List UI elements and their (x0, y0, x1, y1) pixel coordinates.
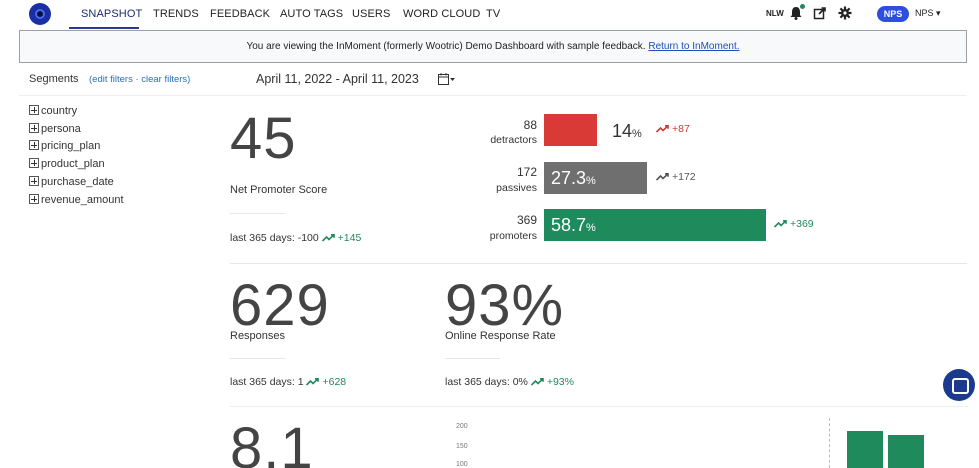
expand-icon (29, 158, 39, 168)
segment-pricing-plan[interactable]: pricing_plan (29, 140, 100, 152)
divider (230, 358, 285, 359)
responses-last365: last 365 days: 1 +628 (230, 376, 347, 388)
segment-country[interactable]: country (29, 105, 77, 117)
user-initials[interactable]: NLW (766, 9, 784, 18)
banner-text: You are viewing the InMoment (formerly W… (246, 41, 646, 52)
gear-icon[interactable] (838, 6, 852, 20)
tab-feedback[interactable]: FEEDBACK (210, 8, 271, 20)
chart-marker-line (829, 418, 830, 468)
segment-purchase-date[interactable]: purchase_date (29, 176, 114, 188)
segment-product-plan[interactable]: product_plan (29, 158, 105, 170)
tab-tv[interactable]: TV (486, 8, 501, 20)
tab-users[interactable]: USERS (352, 8, 391, 20)
share-icon[interactable] (813, 6, 827, 20)
divider (19, 95, 967, 96)
notification-dot (800, 4, 805, 9)
response-rate-label: Online Response Rate (445, 330, 556, 342)
segment-persona[interactable]: persona (29, 123, 81, 135)
trend-up-icon (530, 378, 544, 386)
metric-dropdown[interactable]: NPS ▾ (915, 8, 941, 18)
responses-label: Responses (230, 330, 286, 342)
bell-icon[interactable] (789, 5, 803, 21)
detractors-count: 88 (523, 118, 537, 132)
y-tick: 150 (456, 443, 468, 450)
response-rate-value: 93% (445, 273, 565, 338)
trend-up-icon (321, 234, 335, 242)
y-tick: 200 (456, 423, 468, 430)
detractors-delta: +87 (656, 123, 690, 135)
return-link[interactable]: Return to InMoment. (648, 41, 740, 52)
responses-value: 629 (230, 273, 330, 338)
promoters-label: promoters (489, 230, 537, 242)
tab-snapshot[interactable]: SNAPSHOT (81, 8, 143, 20)
divider (230, 406, 967, 407)
trend-up-icon (656, 125, 669, 133)
detractors-bar[interactable] (544, 114, 597, 146)
demo-banner: You are viewing the InMoment (formerly W… (19, 30, 967, 63)
nps-score: 45 (230, 106, 297, 171)
average-score: 8.1 (230, 416, 314, 468)
active-tab-indicator (69, 27, 139, 29)
divider (445, 358, 500, 359)
segments-title: Segments (29, 73, 79, 85)
nps-label: Net Promoter Score (230, 184, 328, 196)
tab-word-cloud[interactable]: WORD CLOUD (403, 8, 481, 20)
trend-up-icon (306, 378, 320, 386)
calendar-icon[interactable] (438, 73, 456, 85)
chart-bar[interactable] (847, 431, 883, 468)
nps-pill[interactable]: NPS (877, 6, 909, 22)
expand-icon (29, 194, 39, 204)
segment-revenue-amount[interactable]: revenue_amount (29, 194, 124, 206)
detractors-pct: 14% (612, 121, 642, 141)
tab-trends[interactable]: TRENDS (153, 8, 199, 20)
promoters-pct: 58.7% (551, 215, 596, 235)
tab-auto-tags[interactable]: AUTO TAGS (280, 8, 344, 20)
logo-icon[interactable] (29, 3, 51, 25)
response-rate-last365: last 365 days: 0% +93% (445, 376, 574, 388)
passives-count: 172 (516, 165, 537, 179)
promoters-delta: +369 (774, 218, 814, 230)
passives-bar[interactable]: 27.3% (544, 162, 647, 194)
trend-up-icon (774, 220, 787, 228)
trend-up-icon (656, 173, 669, 181)
chat-bubble-icon[interactable] (943, 369, 975, 401)
segment-filter-links[interactable]: (edit filters · clear filters) (89, 74, 191, 85)
passives-label: passives (496, 182, 537, 194)
expand-icon (29, 140, 39, 150)
expand-icon (29, 105, 39, 115)
passives-delta: +172 (656, 171, 696, 183)
detractors-label: detractors (490, 134, 537, 146)
top-nav: SNAPSHOT TRENDS FEEDBACK AUTO TAGS USERS… (0, 0, 979, 29)
divider (230, 263, 967, 264)
nps-last365: last 365 days: -100 +145 (230, 232, 362, 244)
expand-icon (29, 123, 39, 133)
passives-pct: 27.3% (551, 168, 596, 188)
promoters-bar[interactable]: 58.7% (544, 209, 766, 241)
divider (230, 213, 285, 214)
expand-icon (29, 176, 39, 186)
promoters-count: 369 (516, 213, 537, 227)
chart-bar[interactable] (888, 435, 924, 468)
y-tick: 100 (456, 461, 468, 468)
date-range[interactable]: April 11, 2022 - April 11, 2023 (256, 72, 419, 86)
